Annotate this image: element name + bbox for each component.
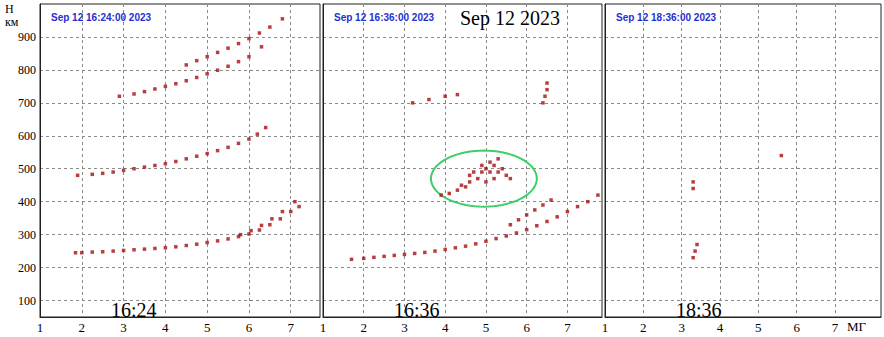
svg-text:Sep 12 16:36:00 2023: Sep 12 16:36:00 2023: [334, 12, 435, 23]
svg-text:4: 4: [717, 320, 724, 335]
svg-text:2: 2: [360, 320, 367, 335]
svg-text:6: 6: [793, 320, 800, 335]
svg-text:4: 4: [162, 320, 169, 335]
svg-text:300: 300: [18, 228, 36, 242]
svg-text:1: 1: [320, 320, 327, 335]
svg-text:6: 6: [246, 320, 253, 335]
svg-text:900: 900: [18, 30, 36, 44]
svg-text:5: 5: [755, 320, 762, 335]
svg-text:400: 400: [18, 195, 36, 209]
svg-text:3: 3: [401, 320, 408, 335]
svg-text:МГ: МГ: [847, 319, 867, 334]
svg-text:4: 4: [442, 320, 449, 335]
svg-text:2: 2: [640, 320, 647, 335]
svg-text:Sep 12 18:36:00 2023: Sep 12 18:36:00 2023: [616, 12, 717, 23]
svg-text:1: 1: [37, 320, 44, 335]
svg-text:Sep 12 16:24:00 2023: Sep 12 16:24:00 2023: [51, 12, 152, 23]
svg-text:16:24: 16:24: [111, 299, 157, 321]
svg-text:Н: Н: [5, 2, 14, 16]
svg-text:км: км: [5, 15, 19, 29]
svg-text:500: 500: [18, 162, 36, 176]
svg-text:7: 7: [564, 320, 571, 335]
svg-text:800: 800: [18, 63, 36, 77]
svg-text:18:36: 18:36: [676, 299, 722, 321]
svg-text:600: 600: [18, 129, 36, 143]
svg-text:200: 200: [18, 261, 36, 275]
svg-text:Sep 12 2023: Sep 12 2023: [460, 7, 560, 30]
svg-text:3: 3: [678, 320, 685, 335]
svg-text:7: 7: [287, 320, 294, 335]
svg-text:7: 7: [832, 320, 839, 335]
svg-text:6: 6: [523, 320, 530, 335]
svg-text:2: 2: [79, 320, 86, 335]
svg-text:100: 100: [18, 294, 36, 308]
svg-text:5: 5: [483, 320, 490, 335]
svg-text:5: 5: [204, 320, 211, 335]
svg-text:1: 1: [602, 320, 609, 335]
svg-text:16:36: 16:36: [394, 299, 440, 321]
svg-text:3: 3: [120, 320, 127, 335]
svg-text:700: 700: [18, 96, 36, 110]
